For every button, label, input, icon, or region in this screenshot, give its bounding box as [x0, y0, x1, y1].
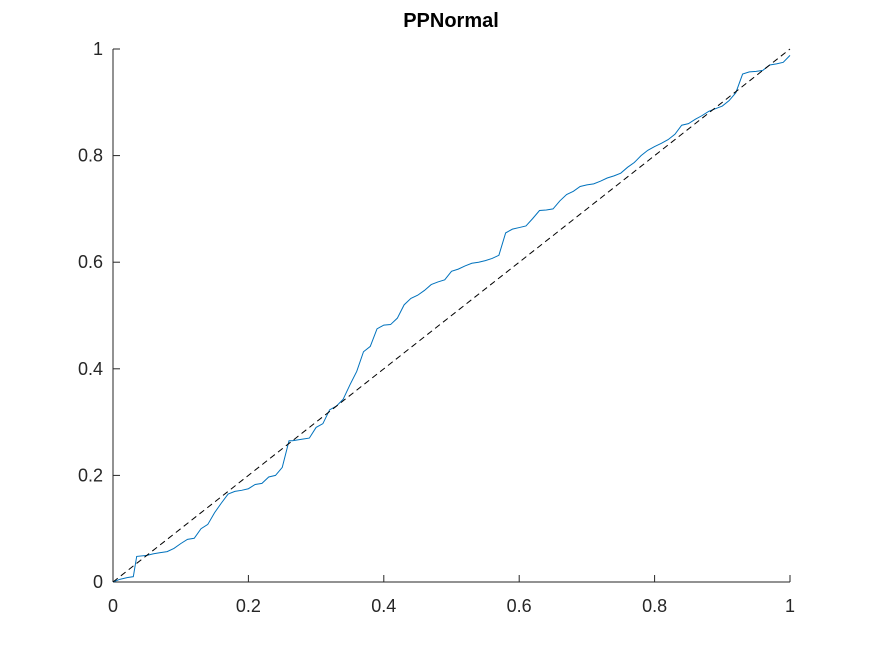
- y-tick-label: 0.6: [78, 252, 103, 272]
- pp-series-line: [112, 55, 791, 583]
- x-tick-label: 1: [785, 596, 795, 616]
- x-tick-label: 0.2: [236, 596, 261, 616]
- y-tick-label: 0: [93, 572, 103, 592]
- y-tick-label: 0.4: [78, 359, 103, 379]
- y-tick-label: 0.2: [78, 465, 103, 485]
- x-tick-label: 0.8: [642, 596, 667, 616]
- x-tick-label: 0.4: [371, 596, 396, 616]
- series-layer: [112, 48, 791, 583]
- chart-title: PPNormal: [403, 10, 499, 32]
- reference-line: [112, 48, 791, 583]
- y-ticks: 0 0.2 0.4 0.6 0.8 1: [78, 39, 120, 592]
- plot-area: 0 0.2 0.4 0.6 0.8 1 0 0.2 0.4 0.6 0.8 1: [78, 39, 795, 616]
- x-tick-label: 0.6: [507, 596, 532, 616]
- y-tick-label: 0.8: [78, 146, 103, 166]
- x-ticks: 0 0.2 0.4 0.6 0.8 1: [108, 575, 795, 616]
- y-tick-label: 1: [93, 39, 103, 59]
- x-tick-label: 0: [108, 596, 118, 616]
